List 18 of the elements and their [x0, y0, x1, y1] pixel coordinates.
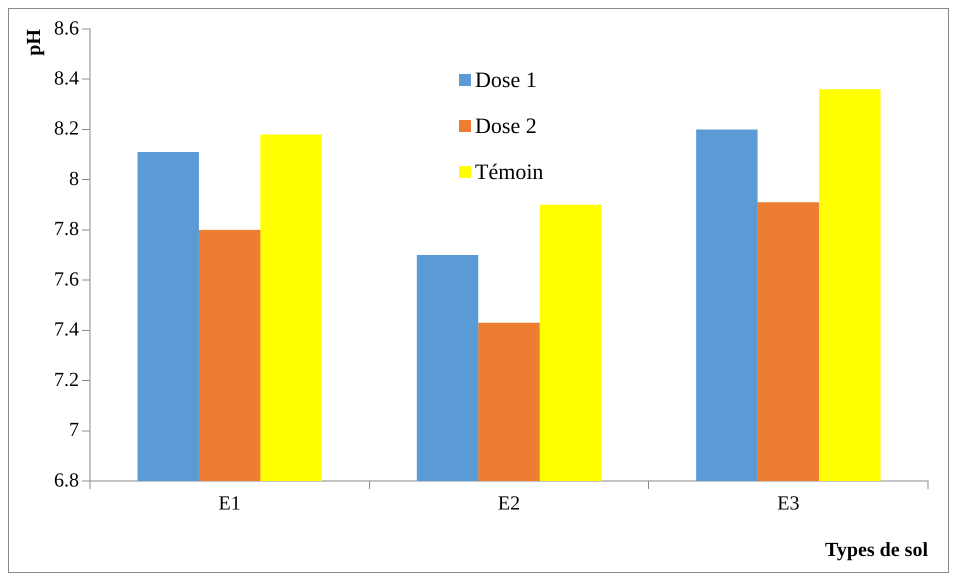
legend-label: Témoin [475, 159, 544, 185]
y-tick-label: 7 [69, 419, 79, 442]
x-axis-title: Types de sol [825, 539, 928, 562]
y-tick-label: 8.4 [54, 67, 79, 90]
y-axis-title: pH [23, 28, 46, 56]
y-tick-label: 8 [69, 168, 79, 190]
y-tick-label: 7.2 [54, 368, 79, 391]
legend-label: Dose 1 [475, 67, 537, 93]
x-tick-label: E3 [777, 492, 800, 514]
y-tick-label: 8.2 [54, 118, 79, 140]
y-tick-label: 7.6 [54, 268, 79, 290]
x-tick-label: E1 [218, 492, 241, 514]
y-tick-label: 8.6 [54, 17, 79, 40]
y-tick-label: 7.8 [54, 218, 79, 240]
y-tick-label: 6.8 [54, 469, 79, 492]
x-tick-label: E2 [498, 492, 520, 514]
y-tick-label: 7.4 [54, 318, 79, 341]
legend-label: Dose 2 [475, 113, 537, 139]
